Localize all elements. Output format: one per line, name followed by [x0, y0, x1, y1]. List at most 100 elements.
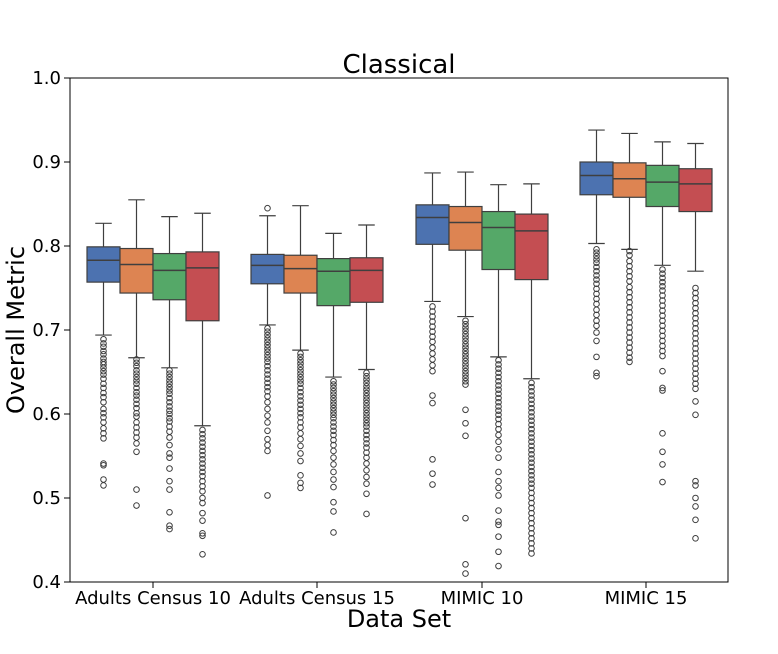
outlier-point [166, 394, 173, 402]
outlier-point [330, 388, 337, 395]
outlier-point [297, 457, 304, 465]
outlier-point [363, 419, 370, 427]
outlier-point [133, 380, 140, 388]
outlier-point [495, 415, 502, 423]
outlier-point [692, 309, 699, 317]
outlier-point [462, 347, 469, 355]
outlier-point [297, 350, 304, 357]
outlier-point [429, 470, 436, 477]
outlier-point [264, 405, 271, 413]
outlier-point [133, 396, 140, 404]
outlier-point [692, 304, 699, 312]
outlier-point [330, 498, 337, 506]
outlier-point [363, 480, 370, 488]
outlier-point [297, 409, 304, 417]
outlier-point [100, 409, 107, 417]
outlier-point [166, 441, 173, 449]
outlier-point [462, 374, 469, 382]
outlier-point [297, 405, 304, 413]
outlier-point [199, 477, 206, 485]
outlier-point [495, 507, 502, 514]
outlier-point [264, 427, 271, 435]
outlier-point [166, 418, 173, 425]
outlier-point [659, 292, 666, 299]
outlier-point [528, 550, 535, 557]
outlier-point [297, 397, 304, 404]
outlier-point [363, 399, 370, 407]
outlier-point [626, 262, 633, 270]
outlier-point [528, 494, 535, 502]
outlier-point [133, 404, 140, 412]
outlier-point [297, 450, 304, 457]
outlier-point [199, 517, 206, 524]
outlier-point [100, 393, 107, 401]
outlier-point [363, 386, 370, 393]
outlier-point [462, 320, 469, 328]
outlier-point [429, 333, 436, 341]
outlier-point [429, 356, 436, 363]
outlier-point [330, 411, 337, 419]
outlier-point [462, 570, 469, 577]
outlier-point [264, 358, 271, 366]
outlier-point [593, 285, 600, 293]
outlier-point [692, 289, 699, 297]
outlier-point [528, 514, 535, 522]
outlier-point [692, 335, 699, 342]
outlier-point [593, 267, 600, 275]
outlier-point [528, 509, 535, 517]
x-axis: Adults Census 10 Adults Census 15 MIMIC 10… [75, 582, 687, 609]
outlier-point [495, 390, 502, 398]
outlier-point [528, 388, 535, 395]
outlier-point [363, 435, 370, 443]
outlier-point [100, 361, 107, 368]
outlier-point [297, 384, 304, 392]
outlier-point [593, 317, 600, 325]
outlier-point [692, 503, 699, 510]
outlier-point [692, 345, 699, 352]
outlier-point [330, 436, 337, 444]
outlier-point [593, 256, 600, 263]
outlier-point [593, 249, 600, 257]
outlier-point [659, 327, 666, 335]
outlier-point [495, 361, 502, 368]
outlier-point [166, 525, 173, 533]
outlier-point [166, 465, 173, 472]
outlier-point [264, 331, 271, 339]
outlier-point [495, 445, 502, 453]
outlier-point [100, 375, 107, 383]
outlier-point [264, 492, 271, 499]
outlier-point [100, 424, 107, 432]
outlier-point [330, 508, 337, 515]
outlier-point [626, 288, 633, 296]
outlier-point [199, 550, 206, 558]
box [448, 205, 483, 251]
outlier-point [166, 367, 173, 374]
x-tick-label: Adults Census 15 [239, 588, 395, 609]
outlier-point [429, 481, 436, 488]
outlier-point [330, 414, 337, 422]
outlier-point [166, 403, 173, 410]
outlier-point [462, 561, 469, 568]
outlier-point [692, 355, 699, 362]
outlier-point [692, 535, 699, 542]
outlier-point [199, 529, 206, 537]
outlier-point [297, 377, 304, 384]
outlier-point [593, 306, 600, 314]
outlier-point [133, 377, 140, 384]
outlier-point [133, 413, 140, 420]
outlier-point [528, 529, 535, 537]
outlier-point [363, 466, 370, 474]
outlier-point [429, 367, 436, 375]
outlier-point [462, 432, 469, 440]
outlier-point [297, 442, 304, 450]
outlier-point [528, 499, 535, 507]
outlier-point [528, 438, 535, 446]
outlier-point [593, 246, 600, 253]
outlier-point [199, 532, 206, 540]
outlier-point [264, 362, 271, 370]
y-tick-label: 0.8 [32, 236, 61, 257]
outlier-point [264, 335, 271, 342]
outlier-point [133, 359, 140, 367]
outlier-point [199, 494, 206, 502]
box [349, 257, 384, 303]
